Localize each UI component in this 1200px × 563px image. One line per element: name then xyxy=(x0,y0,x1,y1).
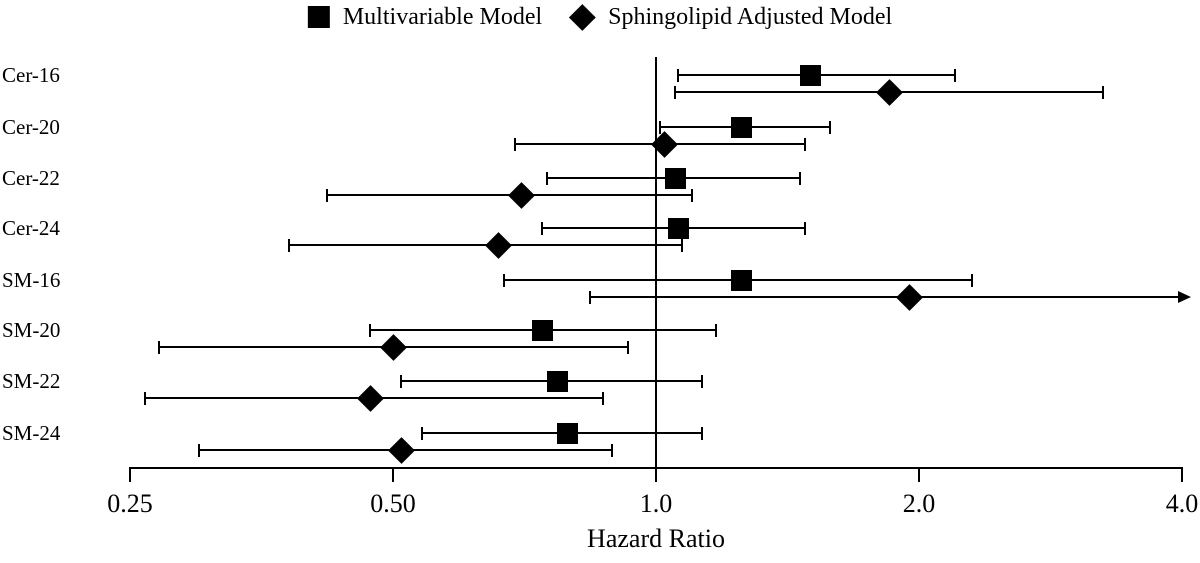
ci-cap-right xyxy=(798,172,801,185)
x-tick xyxy=(129,467,131,482)
ci-line xyxy=(589,296,1182,298)
x-tick-label: 2.0 xyxy=(902,489,936,518)
legend-item-label: Multivariable Model xyxy=(342,4,543,30)
ci-cap-right xyxy=(971,274,974,287)
category-label: SM-20 xyxy=(2,318,61,342)
ci-cap-left xyxy=(287,239,290,252)
x-tick xyxy=(1181,467,1183,482)
ci-cap-left xyxy=(399,375,402,388)
ci-cap-right xyxy=(828,121,831,134)
legend: Multivariable Model Sphingolipid Adjuste… xyxy=(307,3,893,31)
ci-cap-left xyxy=(588,291,591,304)
ci-cap-left xyxy=(673,86,676,99)
x-tick-label: 0.25 xyxy=(107,489,153,518)
category-label: Cer-16 xyxy=(2,63,60,87)
category-label: SM-22 xyxy=(2,369,61,393)
legend-item-label: Sphingolipid Adjusted Model xyxy=(608,4,893,30)
ci-cap-right xyxy=(714,324,717,337)
x-tick-label: 0.50 xyxy=(370,489,416,518)
ci-cap-right xyxy=(691,189,694,202)
square-marker xyxy=(531,320,553,341)
ci-cap-right xyxy=(803,222,806,235)
legend-item-multivariable: Multivariable Model xyxy=(307,3,543,31)
diamond-marker xyxy=(896,284,924,311)
x-tick-label: 1.0 xyxy=(639,489,673,518)
legend-item-sphingolipid-adjusted: Sphingolipid Adjusted Model xyxy=(569,3,893,31)
ci-cap-right xyxy=(803,138,806,151)
ci-cap-right xyxy=(627,341,630,354)
ci-cap-right xyxy=(954,69,957,82)
ci-cap-right xyxy=(701,427,704,440)
square-marker xyxy=(556,423,578,444)
square-marker xyxy=(730,117,752,138)
square-marker xyxy=(668,218,690,239)
diamond-marker xyxy=(485,232,513,259)
ci-cap-left xyxy=(658,121,661,134)
ci-cap-left xyxy=(158,341,161,354)
diamond-marker xyxy=(387,437,415,464)
diamond-marker xyxy=(380,334,407,361)
square-marker xyxy=(730,270,752,291)
ci-cap-left xyxy=(677,69,680,82)
x-axis-title: Hazard Ratio xyxy=(587,524,725,553)
diamond-marker xyxy=(876,79,904,106)
filled-diamond-icon xyxy=(569,3,597,31)
category-label: Cer-20 xyxy=(2,115,60,139)
ci-cap-left xyxy=(368,324,371,337)
ci-cap-left xyxy=(143,392,146,405)
x-tick xyxy=(392,467,394,482)
diamond-marker xyxy=(507,182,535,209)
ci-cap-left xyxy=(540,222,543,235)
ci-line xyxy=(288,244,682,246)
diamond-marker xyxy=(356,385,384,412)
category-label: Cer-24 xyxy=(2,216,60,240)
ci-cap-right xyxy=(602,392,605,405)
filled-square-icon xyxy=(307,6,330,28)
ci-cap-right xyxy=(701,375,704,388)
x-tick xyxy=(655,467,657,482)
ci-cap-left xyxy=(198,444,201,457)
category-label: SM-16 xyxy=(2,268,61,292)
ci-cap-left xyxy=(503,274,506,287)
ci-cap-right xyxy=(610,444,613,457)
square-marker xyxy=(546,371,568,392)
ci-arrow-right-icon xyxy=(1178,291,1191,303)
ci-cap-left xyxy=(514,138,517,151)
square-marker xyxy=(799,65,821,86)
x-tick xyxy=(918,467,920,482)
square-marker xyxy=(664,168,686,189)
category-label: Cer-22 xyxy=(2,166,60,190)
ci-cap-left xyxy=(421,427,424,440)
x-tick-label: 4.0 xyxy=(1165,489,1199,518)
ci-cap-left xyxy=(325,189,328,202)
reference-line xyxy=(655,57,657,482)
category-label: SM-24 xyxy=(2,421,61,445)
ci-cap-right xyxy=(1102,86,1105,99)
ci-cap-left xyxy=(545,172,548,185)
ci-cap-right xyxy=(680,239,683,252)
